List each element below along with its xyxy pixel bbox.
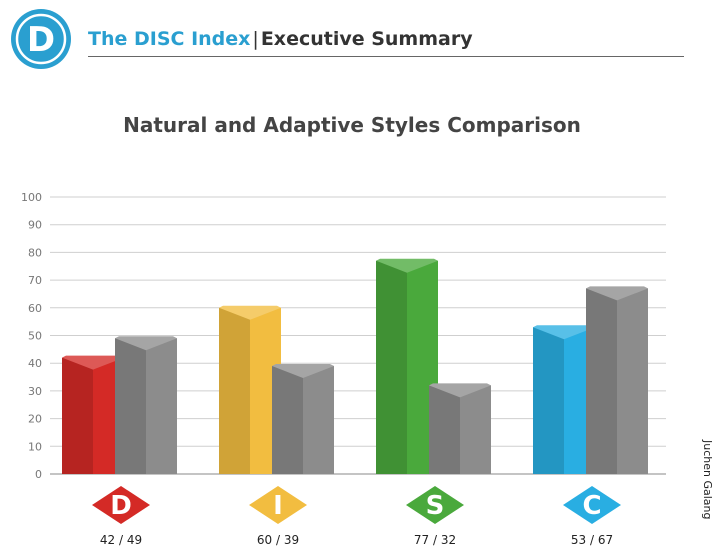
value-label-c: 53 / 67 [571, 533, 613, 547]
adaptive-bar-c-left-face [586, 288, 617, 474]
y-tick-label: 30 [28, 385, 42, 398]
natural-bar-s-top-face [376, 258, 438, 273]
page-subtitle: Executive Summary [260, 28, 473, 50]
category-badge-i [249, 486, 307, 524]
adaptive-bar-i-left-face [272, 365, 303, 474]
header-separator: | [252, 28, 259, 50]
y-tick-label: 100 [21, 191, 42, 204]
category-label-d: D [110, 491, 132, 521]
natural-bar-i-left-face [219, 307, 250, 474]
y-tick-label: 50 [28, 330, 42, 343]
adaptive-bar-d-top-face [115, 336, 177, 351]
y-tick-label: 0 [35, 468, 42, 481]
adaptive-bar-s-top-face [429, 383, 491, 398]
brand-name: The DISC Index [88, 28, 251, 50]
adaptive-bar-d-left-face [115, 338, 146, 474]
chart-area: 0 10 20 30 40 50 60 70 80 90 100 D 42 / 49 I 60 / 39 S 7… [21, 191, 666, 547]
value-label-s: 77 / 32 [414, 533, 456, 547]
adaptive-bar-s-left-face [429, 385, 460, 474]
category-badge-d [92, 486, 150, 524]
adaptive-bar-c-right-face [617, 288, 648, 474]
natural-bar-d-left-face [62, 357, 93, 474]
y-tick-label: 20 [28, 413, 42, 426]
category-label-i: I [273, 491, 283, 521]
adaptive-bar-i-top-face [272, 363, 334, 378]
header-title: The DISC Index | Executive Summary [88, 28, 473, 50]
y-tick-label: 70 [28, 274, 42, 287]
category-label-c: C [582, 491, 601, 521]
y-tick-label: 80 [28, 246, 42, 259]
value-label-d: 42 / 49 [100, 533, 142, 547]
chart-title: Natural and Adaptive Styles Comparison [123, 113, 581, 137]
disc-logo: D [11, 9, 71, 69]
adaptive-bar-i-right-face [303, 365, 334, 474]
y-tick-label: 10 [28, 440, 42, 453]
natural-bar-s-left-face [376, 260, 407, 474]
header-divider [88, 56, 684, 57]
adaptive-bar-s-right-face [460, 385, 491, 474]
natural-bar-d-top-face [62, 355, 124, 370]
y-tick-label: 60 [28, 302, 42, 315]
logo-letter: D [27, 20, 55, 60]
y-tick-label: 40 [28, 357, 42, 370]
author-credit: Juchen Galang [701, 440, 714, 520]
value-label-i: 60 / 39 [257, 533, 299, 547]
category-label-s: S [426, 491, 445, 521]
natural-bar-i-top-face [219, 305, 281, 320]
adaptive-bar-c-top-face [586, 286, 648, 301]
y-tick-label: 90 [28, 219, 42, 232]
natural-bar-c-left-face [533, 327, 564, 474]
adaptive-bar-d-right-face [146, 338, 177, 474]
category-badge-c [563, 486, 621, 524]
natural-bar-c-top-face [533, 325, 595, 340]
category-badge-s [406, 486, 464, 524]
